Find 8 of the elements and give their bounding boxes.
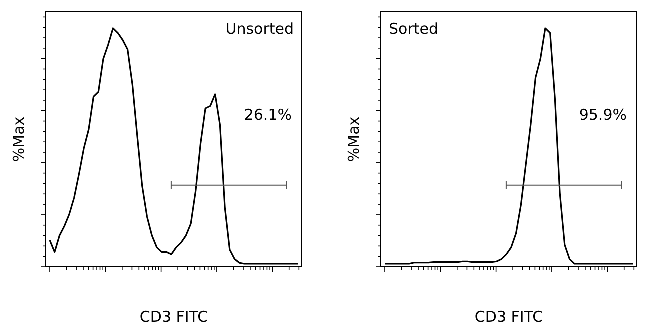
chart-title: Unsorted — [226, 20, 294, 38]
annotation: 26.1% — [244, 106, 292, 124]
annotation: 95.9% — [579, 106, 627, 124]
y-axis-title: %Max — [10, 116, 28, 162]
x-axis-title: CD3 FITC — [140, 308, 208, 326]
chart-title: Sorted — [389, 20, 438, 38]
x-axis-title: CD3 FITC — [474, 308, 544, 326]
y-axis-title: %Max — [345, 116, 363, 162]
